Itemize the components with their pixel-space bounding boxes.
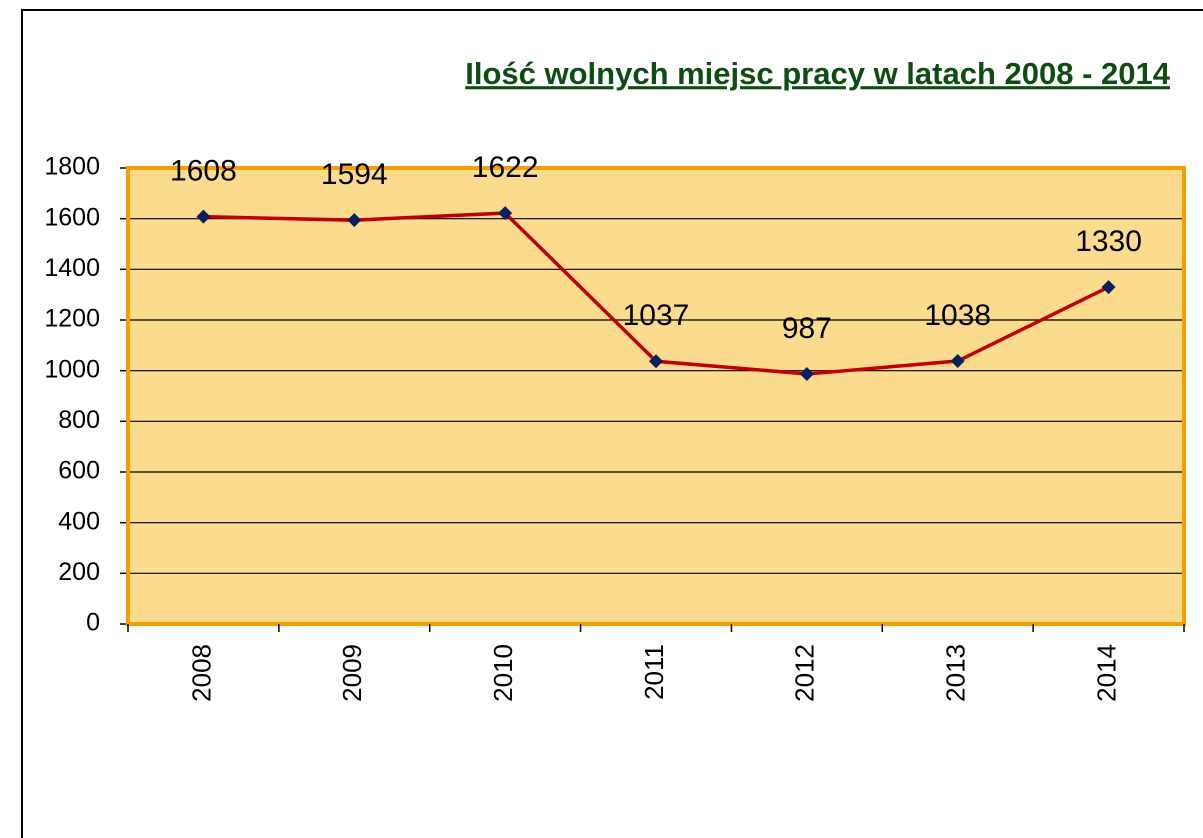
marker: [799, 366, 814, 381]
y-tick-label: 200: [58, 558, 100, 586]
data-label: 1330: [1075, 225, 1142, 258]
data-label: 1608: [170, 155, 237, 188]
data-label: 1038: [924, 299, 991, 332]
marker: [196, 209, 211, 224]
marker: [1101, 280, 1116, 295]
plot-area: [128, 168, 1184, 624]
marker: [347, 213, 362, 228]
x-tick-label: 2014: [1091, 644, 1121, 702]
data-label: 1037: [623, 299, 690, 332]
y-tick-label: 1600: [44, 203, 100, 231]
marker: [950, 354, 965, 369]
y-tick-label: 800: [58, 406, 100, 434]
data-label: 1594: [321, 158, 388, 191]
x-tick-label: 2011: [639, 644, 669, 700]
y-tick-label: 1000: [44, 355, 100, 383]
x-tick-label: 2008: [186, 644, 216, 702]
y-tick-label: 1200: [44, 305, 100, 333]
data-label: 1622: [472, 151, 539, 184]
x-tick-label: 2010: [488, 644, 518, 702]
y-tick-label: 1400: [44, 254, 100, 282]
marker: [649, 354, 663, 369]
y-tick-label: 0: [86, 609, 100, 637]
y-tick-label: 1800: [44, 153, 100, 181]
x-tick-label: 2013: [941, 644, 971, 702]
plot-border: [126, 166, 1186, 626]
y-tick-label: 400: [58, 507, 100, 535]
chart-title: Ilość wolnych miejsc pracy w latach 2008…: [465, 56, 1171, 91]
data-label: 987: [782, 312, 832, 345]
x-tick-label: 2009: [337, 644, 367, 702]
x-tick-label: 2012: [790, 644, 820, 702]
marker: [498, 206, 513, 221]
y-tick-label: 600: [58, 457, 100, 485]
